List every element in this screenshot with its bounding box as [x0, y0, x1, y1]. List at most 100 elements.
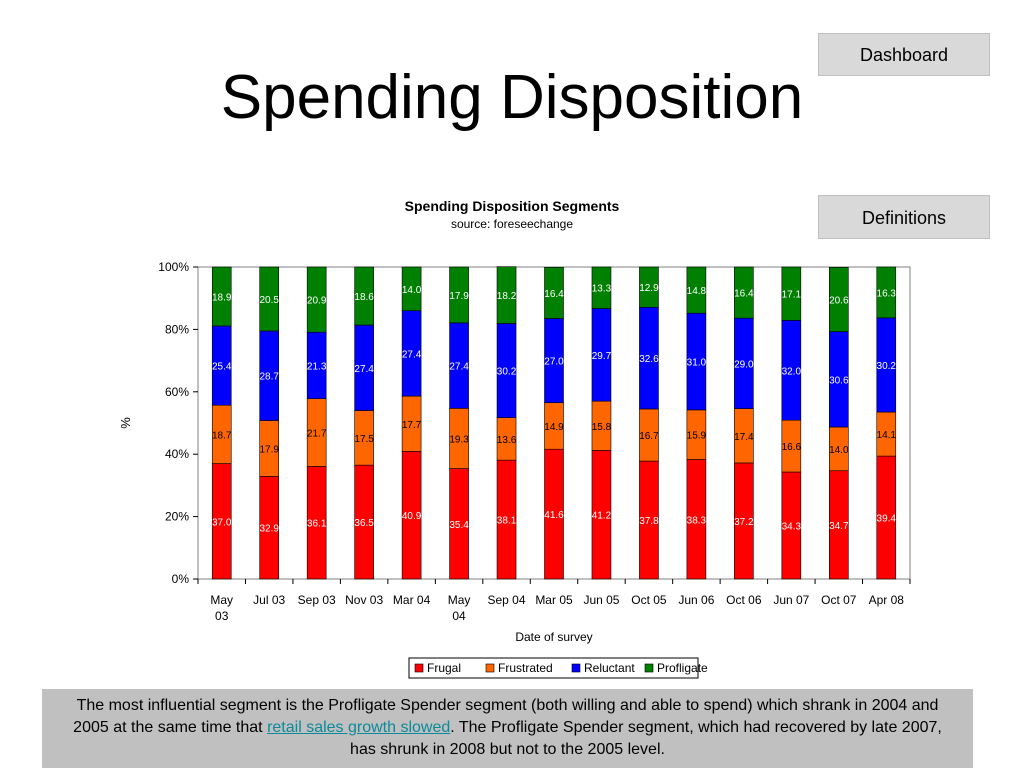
legend-swatch-profligate — [644, 663, 654, 673]
bar-profligate — [449, 266, 469, 324]
x-tick-label: May — [448, 593, 471, 607]
data-label: 14.0 — [402, 285, 422, 296]
y-tick-label: 20% — [165, 510, 189, 524]
dashboard-button[interactable]: Dashboard — [818, 33, 990, 76]
data-label: 12.9 — [639, 283, 659, 294]
data-label: 14.8 — [687, 286, 707, 297]
bar-profligate — [876, 266, 897, 319]
y-axis-label: % — [118, 417, 133, 429]
data-label: 25.4 — [212, 362, 232, 373]
data-label: 32.0 — [782, 366, 802, 377]
bar-profligate — [306, 266, 327, 333]
data-label: 18.9 — [212, 292, 232, 303]
x-tick-label: Mar 04 — [393, 593, 431, 607]
x-tick-label: Jul 03 — [253, 593, 285, 607]
y-tick-label: 60% — [165, 385, 189, 399]
bar-profligate — [781, 266, 802, 321]
data-label: 17.9 — [449, 291, 469, 302]
x-tick-label: May — [210, 593, 233, 607]
data-label: 30.2 — [497, 367, 517, 378]
data-label: 34.7 — [829, 521, 849, 532]
data-label: 16.4 — [734, 289, 754, 300]
definitions-button[interactable]: Definitions — [818, 195, 990, 239]
data-label: 21.3 — [307, 361, 327, 372]
data-label: 14.1 — [877, 430, 897, 441]
data-label: 38.1 — [497, 516, 517, 527]
bar-profligate — [734, 266, 754, 319]
note-text-2: . The Profligate Spender segment, which … — [350, 719, 942, 758]
y-tick-label: 100% — [158, 260, 189, 274]
bar-profligate — [401, 266, 422, 311]
bar-profligate — [354, 266, 374, 326]
data-label: 16.7 — [639, 431, 659, 442]
x-tick-label: 04 — [452, 609, 466, 623]
data-label: 32.9 — [259, 524, 279, 535]
x-tick-label: Oct 05 — [631, 593, 667, 607]
bar-profligate — [639, 266, 659, 308]
data-label: 41.2 — [592, 511, 612, 522]
bar-profligate — [686, 266, 707, 314]
data-label: 17.9 — [259, 444, 279, 455]
data-label: 17.1 — [782, 290, 802, 301]
legend-label-profligate: Profligate — [657, 661, 708, 675]
data-label: 29.7 — [592, 351, 612, 362]
chart-title: Spending Disposition Segments — [404, 198, 620, 214]
data-label: 39.4 — [877, 514, 897, 525]
data-label: 16.6 — [782, 442, 802, 453]
note-text-1: The most influential segment is the Prof… — [73, 697, 939, 736]
y-tick-label: 80% — [165, 322, 189, 336]
data-label: 17.4 — [734, 432, 754, 443]
data-label: 15.8 — [592, 422, 612, 433]
data-label: 14.0 — [829, 445, 849, 456]
retail-sales-link[interactable]: retail sales growth slowed — [267, 719, 451, 736]
data-label: 15.9 — [687, 431, 707, 442]
x-tick-label: Nov 03 — [345, 593, 383, 607]
bar-profligate — [496, 266, 517, 324]
x-tick-label: Sep 03 — [298, 593, 336, 607]
data-label: 18.2 — [497, 291, 517, 302]
data-label: 27.4 — [354, 364, 374, 375]
legend-swatch-reluctant — [571, 663, 581, 673]
x-tick-label: Jun 05 — [583, 593, 619, 607]
data-label: 20.6 — [829, 295, 849, 306]
data-label: 16.4 — [544, 289, 564, 300]
legend-label-frustrated: Frustrated — [498, 661, 553, 675]
data-label: 34.3 — [782, 521, 802, 532]
data-label: 13.6 — [497, 435, 517, 446]
legend: Frugal Frustrated Reluctant Profligate — [408, 657, 708, 679]
chart-subtitle: source: foreseechange — [450, 217, 574, 231]
data-label: 40.9 — [402, 511, 422, 522]
data-label: 27.4 — [402, 349, 422, 360]
data-label: 41.6 — [544, 510, 564, 521]
data-label: 17.7 — [402, 420, 422, 431]
x-tick-label: Oct 06 — [726, 593, 762, 607]
y-tick-label: 40% — [165, 447, 189, 461]
data-label: 37.8 — [639, 516, 659, 527]
data-label: 30.6 — [829, 375, 849, 386]
bar-profligate — [544, 267, 564, 319]
bar-profligate — [259, 266, 280, 332]
note-box: The most influential segment is the Prof… — [42, 689, 973, 768]
data-label: 17.5 — [354, 434, 374, 445]
data-label: 19.3 — [449, 434, 469, 445]
data-label: 21.7 — [307, 429, 327, 440]
data-label: 18.6 — [354, 292, 374, 303]
stacked-bar-chart: 0% 20% 40% 60% 80% 100%% 37.0 18.7 25.4 18.9 May 03… — [118, 260, 911, 679]
data-label: 28.7 — [259, 372, 279, 383]
legend-frame — [408, 657, 699, 679]
data-label: 13.3 — [592, 284, 612, 295]
data-label: 16.3 — [877, 288, 897, 299]
x-axis-label: Date of survey — [515, 630, 592, 644]
data-label: 14.9 — [544, 422, 564, 433]
data-label: 27.0 — [544, 357, 564, 368]
legend-swatch-frugal — [414, 663, 424, 673]
data-label: 36.5 — [354, 518, 374, 529]
data-label: 36.1 — [307, 519, 327, 530]
page-title: Spending Disposition — [220, 63, 804, 132]
data-label: 32.6 — [639, 354, 659, 365]
x-tick-label: 03 — [215, 609, 229, 623]
data-label: 35.4 — [449, 520, 469, 531]
bar-profligate — [591, 266, 612, 309]
data-label: 37.2 — [734, 517, 754, 528]
data-label: 30.2 — [877, 361, 897, 372]
